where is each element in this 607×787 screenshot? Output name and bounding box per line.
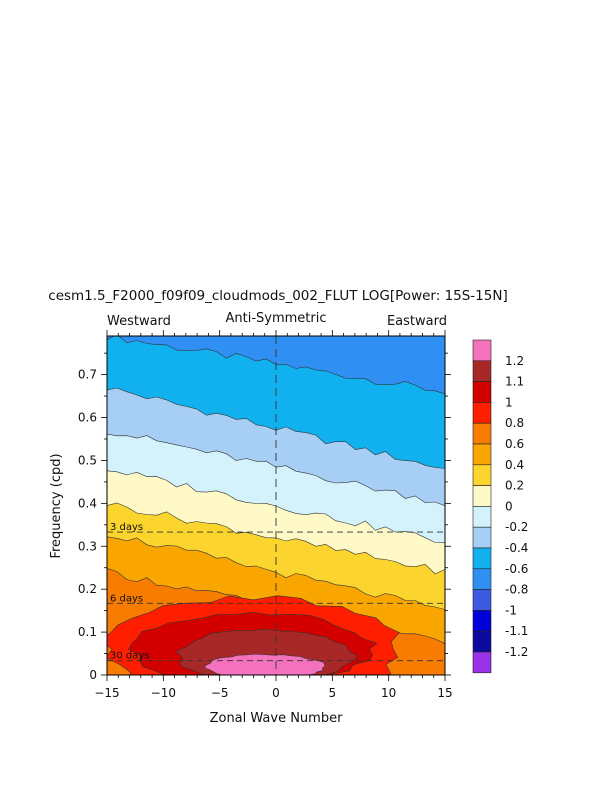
colorbar-box — [472, 443, 492, 466]
colorbar-label: 1.2 — [505, 354, 524, 368]
y-tick-label: 0.7 — [78, 368, 97, 382]
colorbar-box — [472, 422, 492, 445]
chart-title: cesm1.5_F2000_f09f09_cloudmods_002_FLUT … — [48, 288, 507, 304]
colorbar-box — [472, 381, 492, 403]
period-label-0: 3 days — [110, 522, 143, 533]
overlay-layer: 3 days 6 days 30 days — [107, 336, 445, 675]
colorbar-box — [472, 589, 492, 611]
x-tick-label: −5 — [211, 686, 229, 700]
colorbar-label: -0.6 — [505, 562, 528, 576]
colorbar: 1.2 1.1 1 0.8 0.6 0.4 0.2 0 -0.2 -0.4 -0.6 -0.8 -1 -1… — [472, 339, 528, 674]
colorbar-label: 1 — [505, 395, 513, 409]
westward-label: Westward — [107, 314, 171, 329]
y-tick-label: 0.4 — [78, 496, 97, 510]
y-tick-label: 0.2 — [78, 582, 97, 596]
colorbar-box — [472, 610, 492, 632]
colorbar-label: -0.8 — [505, 583, 528, 597]
colorbar-label: 1.1 — [505, 375, 524, 389]
colorbar-box — [472, 547, 492, 570]
colorbar-box — [472, 526, 492, 549]
colorbar-box — [472, 339, 492, 362]
x-tick-label: 0 — [272, 686, 280, 700]
x-tick-label: −10 — [151, 686, 176, 700]
x-tick-label: −15 — [94, 686, 119, 700]
colorbar-label: 0.2 — [505, 479, 524, 493]
colorbar-box — [472, 485, 492, 507]
y-tick-label: 0.1 — [78, 625, 97, 639]
colorbar-box — [472, 360, 492, 382]
period-label-1: 6 days — [110, 593, 143, 604]
colorbar-label: -1.1 — [505, 624, 528, 638]
x-tick-label: 15 — [437, 686, 452, 700]
x-tick-label: 10 — [381, 686, 396, 700]
colorbar-label: -0.2 — [505, 520, 528, 534]
colorbar-label: -1 — [505, 603, 517, 617]
colorbar-label: -1.2 — [505, 645, 528, 659]
colorbar-label: 0.6 — [505, 437, 524, 451]
y-axis-title: Frequency (cpd) — [49, 453, 64, 558]
colorbar-box — [472, 464, 492, 486]
colorbar-label: 0.8 — [505, 416, 524, 430]
plot-area — [107, 336, 445, 675]
y-tick-label: 0 — [89, 668, 97, 682]
x-axis-title: Zonal Wave Number — [210, 711, 343, 726]
colorbar-box — [472, 506, 492, 528]
colorbar-box — [472, 630, 492, 653]
colorbar-box — [472, 568, 492, 590]
y-tick-label: 0.6 — [78, 411, 97, 425]
y-tick-label: 0.5 — [78, 453, 97, 467]
y-tick-label: 0.3 — [78, 539, 97, 553]
chart-subtitle: Anti-Symmetric — [225, 311, 326, 326]
eastward-label: Eastward — [387, 314, 447, 329]
axes: −15 −10 −5 0 5 10 15 0 0.1 0.2 0.3 0.4 0.5 0.6 0.7 — [78, 330, 453, 700]
contour-band--1-2 — [204, 653, 326, 675]
period-label-2: 30 days — [110, 651, 150, 662]
colorbar-label: 0.4 — [505, 458, 524, 472]
colorbar-label: 0 — [505, 499, 513, 513]
colorbar-label: -0.4 — [505, 541, 528, 555]
x-tick-label: 5 — [329, 686, 337, 700]
colorbar-box — [472, 402, 492, 424]
colorbar-box — [472, 651, 492, 674]
